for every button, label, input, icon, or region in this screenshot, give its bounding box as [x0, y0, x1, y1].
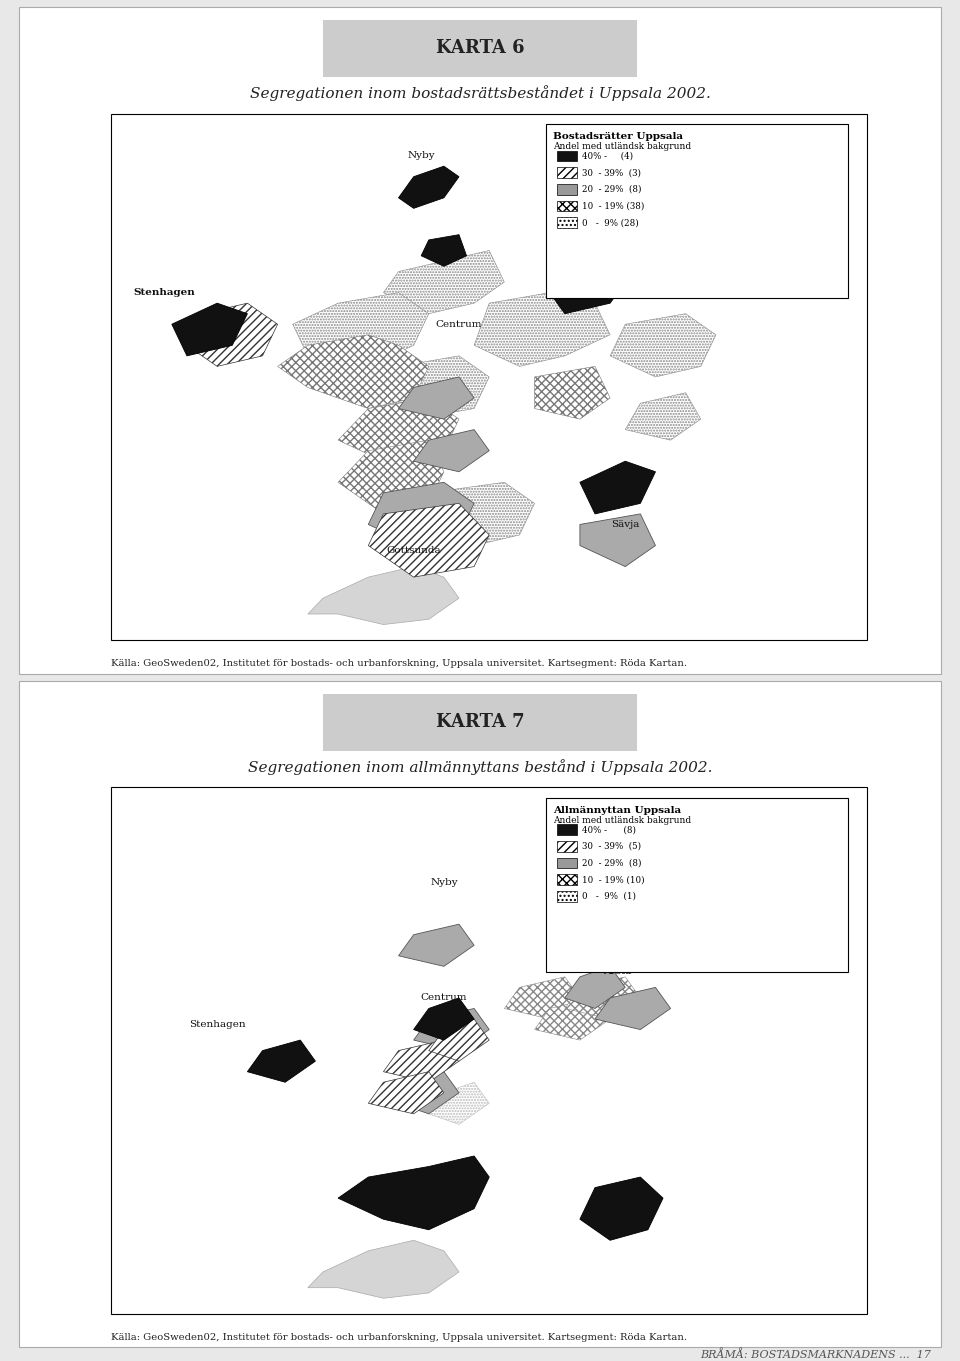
Text: Årsta: Årsta: [604, 968, 632, 976]
Polygon shape: [580, 461, 656, 514]
Text: Årsta: Årsta: [618, 256, 647, 265]
Text: Källa: GeoSweden02, Institutet för bostads- och urbanforskning, Uppsala universi: Källa: GeoSweden02, Institutet för bosta…: [111, 659, 687, 668]
Bar: [557, 825, 577, 836]
Text: 20  - 29%  (8): 20 - 29% (8): [582, 859, 641, 867]
Polygon shape: [398, 924, 474, 966]
Polygon shape: [398, 377, 474, 419]
Text: 10  - 19% (10): 10 - 19% (10): [582, 875, 644, 885]
Text: Andel med utländsk bakgrund: Andel med utländsk bakgrund: [553, 815, 691, 825]
Polygon shape: [308, 566, 459, 625]
Bar: [557, 841, 577, 852]
Text: Gottsunda: Gottsunda: [398, 1204, 459, 1213]
Polygon shape: [580, 514, 656, 566]
Bar: [557, 857, 577, 868]
Polygon shape: [187, 304, 277, 366]
Text: Nyby: Nyby: [430, 878, 458, 886]
Text: BRÅMÅ: BOSTADSMARKNADENS ...  17: BRÅMÅ: BOSTADSMARKNADENS ... 17: [701, 1349, 931, 1360]
Text: Stenhagen: Stenhagen: [189, 1019, 246, 1029]
Text: Källa: GeoSweden02, Institutet för bostads- och urbanforskning, Uppsala universi: Källa: GeoSweden02, Institutet för bosta…: [111, 1332, 687, 1342]
Bar: [324, 694, 636, 750]
Polygon shape: [564, 977, 640, 1019]
Text: Centrum: Centrum: [436, 320, 482, 329]
Polygon shape: [414, 998, 474, 1040]
Text: KARTA 6: KARTA 6: [436, 39, 524, 57]
Text: Segregationen inom allmännyttans bestånd i Uppsala 2002.: Segregationen inom allmännyttans bestånd…: [248, 759, 712, 776]
Text: Centrum: Centrum: [420, 994, 468, 1003]
Bar: [557, 200, 577, 211]
Polygon shape: [369, 504, 490, 577]
Polygon shape: [248, 1040, 316, 1082]
Polygon shape: [398, 166, 459, 208]
Polygon shape: [369, 482, 474, 546]
Polygon shape: [293, 293, 429, 366]
Text: 10  - 19% (38): 10 - 19% (38): [582, 201, 644, 211]
Bar: [546, 798, 849, 972]
Polygon shape: [338, 1155, 490, 1230]
Polygon shape: [369, 355, 490, 419]
Polygon shape: [550, 272, 625, 313]
Polygon shape: [504, 977, 580, 1019]
Text: Bostadsrätter Uppsala: Bostadsrätter Uppsala: [553, 132, 684, 142]
Text: 30  - 39%  (3): 30 - 39% (3): [582, 169, 641, 177]
Text: 0   -  9% (28): 0 - 9% (28): [582, 218, 638, 227]
Polygon shape: [535, 366, 611, 419]
Bar: [557, 218, 577, 229]
Text: Nyby: Nyby: [407, 151, 435, 161]
Polygon shape: [277, 335, 429, 408]
Text: KARTA 7: KARTA 7: [436, 713, 524, 731]
Text: Sävja: Sävja: [612, 1215, 639, 1224]
Polygon shape: [414, 430, 490, 472]
Polygon shape: [383, 250, 504, 313]
Bar: [324, 20, 636, 76]
Bar: [111, 113, 867, 641]
Text: Andel med utländsk bakgrund: Andel med utländsk bakgrund: [553, 142, 691, 151]
Polygon shape: [429, 1019, 490, 1062]
Polygon shape: [308, 1240, 459, 1298]
Polygon shape: [369, 1071, 444, 1113]
Polygon shape: [421, 234, 467, 267]
Text: Allmännyttan Uppsala: Allmännyttan Uppsala: [553, 806, 682, 815]
Text: Stenhagen: Stenhagen: [133, 289, 195, 297]
Polygon shape: [625, 393, 701, 440]
Bar: [557, 891, 577, 902]
Text: 0   -  9%  (1): 0 - 9% (1): [582, 891, 636, 901]
Bar: [557, 184, 577, 195]
Text: Sävja: Sävja: [612, 520, 639, 529]
Bar: [557, 151, 577, 162]
Polygon shape: [474, 293, 611, 366]
Polygon shape: [414, 1009, 490, 1051]
Polygon shape: [383, 1040, 459, 1082]
Polygon shape: [414, 482, 535, 546]
Bar: [111, 787, 867, 1315]
Polygon shape: [535, 998, 611, 1040]
Text: Segregationen inom bostadsrättsbeståndet i Uppsala 2002.: Segregationen inom bostadsrättsbeståndet…: [250, 86, 710, 102]
Bar: [546, 124, 849, 298]
Text: 40% -     (4): 40% - (4): [582, 151, 633, 161]
Polygon shape: [611, 313, 716, 377]
Bar: [557, 874, 577, 885]
Text: 20  - 29%  (8): 20 - 29% (8): [582, 185, 641, 193]
Text: Gottsunda: Gottsunda: [386, 546, 441, 555]
Polygon shape: [564, 966, 625, 1009]
Polygon shape: [429, 1082, 490, 1124]
Polygon shape: [338, 440, 444, 514]
Polygon shape: [172, 304, 248, 355]
Polygon shape: [580, 1177, 663, 1240]
Text: 30  - 39%  (5): 30 - 39% (5): [582, 842, 641, 851]
Polygon shape: [595, 987, 671, 1029]
Polygon shape: [398, 1071, 459, 1113]
Polygon shape: [338, 397, 459, 461]
Bar: [557, 167, 577, 178]
Text: 40% -      (8): 40% - (8): [582, 825, 636, 834]
